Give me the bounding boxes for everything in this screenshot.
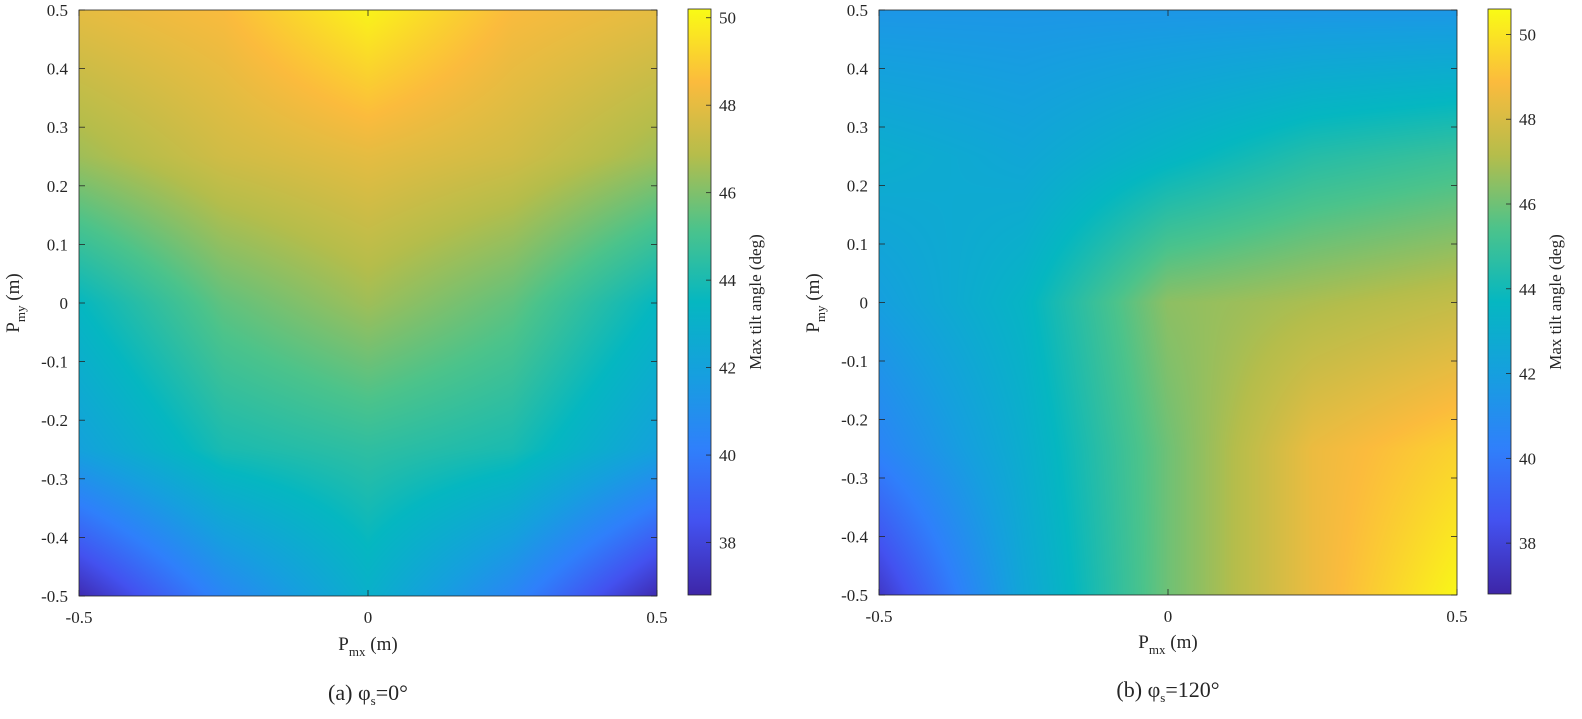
colorbar-tick-label: 46 [719,184,736,203]
y-tick-label: 0 [860,294,869,313]
y-axis-label-a: Pmy (m) [3,273,28,332]
colorbar-a [687,8,712,596]
colorbar-tick-label: 48 [719,96,736,115]
colorbar-tick-label: 46 [1519,195,1536,214]
colorbar-label-a: Max tilt angle (deg) [746,234,765,370]
y-tick-label: 0.1 [47,235,68,254]
y-tick-label: 0.3 [847,118,868,137]
y-tick-label: 0.5 [47,1,68,20]
x-tick-label: 0 [1164,607,1173,626]
x-axis-label-a: Pmx (m) [338,634,397,659]
y-ticks-b: -0.5 -0.4 -0.3 -0.2 -0.1 0 0.1 0.2 0.3 0.4 0.5 [841,1,1457,605]
y-tick-label: -0.5 [841,586,868,605]
y-tick-label: -0.3 [41,470,68,489]
colorbar-tick-label: 38 [1519,534,1536,553]
x-tick-label: -0.5 [66,608,93,627]
colorbar-tick-label: 50 [719,9,736,28]
y-tick-label: 0.2 [847,177,868,196]
caption-a: (a) φs=0° [328,680,408,708]
x-tick-label: 0 [364,608,373,627]
y-tick-label: 0.4 [47,60,69,79]
colorbar-tick-label: 40 [719,446,736,465]
panel-a: -0.5 -0.4 -0.3 -0.2 -0.1 0 0.1 0.2 0.3 0.4 0.5 -0.… [3,1,765,708]
y-tick-label: -0.3 [841,469,868,488]
x-ticks-a: -0.5 0 0.5 [66,10,668,627]
colorbar-tick-label: 44 [1519,280,1537,299]
panel-b: -0.5 -0.4 -0.3 -0.2 -0.1 0 0.1 0.2 0.3 0.4 0.5 -0.… [803,1,1565,705]
y-ticks-a: -0.5 -0.4 -0.3 -0.2 -0.1 0 0.1 0.2 0.3 0.4 0.5 [41,1,657,606]
x-axis-label-b: Pmx (m) [1138,632,1197,657]
y-axis-label-b: Pmy (m) [803,273,828,332]
heatmap-a [79,10,657,596]
colorbar-tick-label: 38 [719,534,736,553]
caption-b: (b) φs=120° [1116,677,1219,705]
heatmap-b-container [879,10,1457,595]
y-tick-label: -0.4 [41,528,68,547]
y-tick-label: 0.1 [847,235,868,254]
colorbar-tick-label: 44 [719,271,737,290]
colorbar-ticks-a: 38 40 42 44 46 48 50 [706,9,737,553]
y-tick-label: -0.1 [41,353,68,372]
x-ticks-b: -0.5 0 0.5 [866,10,1468,626]
colorbar-tick-label: 40 [1519,449,1536,468]
y-tick-label: 0.3 [47,118,68,137]
y-tick-label: -0.4 [841,528,868,547]
y-tick-label: -0.1 [841,352,868,371]
x-tick-label: 0.5 [1446,607,1467,626]
colorbar-tick-label: 48 [1519,110,1536,129]
heatmap-a-container [79,10,657,596]
y-tick-label: -0.2 [841,411,868,430]
y-tick-label: 0.2 [47,177,68,196]
colorbar-b [1487,8,1512,595]
heatmap-b [879,10,1457,595]
y-tick-label: 0.4 [847,60,869,79]
colorbar-label-b: Max tilt angle (deg) [1546,234,1565,370]
y-tick-label: -0.5 [41,587,68,606]
colorbar-tick-label: 50 [1519,25,1536,44]
y-tick-label: 0 [60,294,69,313]
colorbar-ticks-b: 38 40 42 44 46 48 50 [1506,25,1537,553]
x-tick-label: -0.5 [866,607,893,626]
colorbar-tick-label: 42 [719,359,736,378]
y-tick-label: 0.5 [847,1,868,20]
y-tick-label: -0.2 [41,411,68,430]
x-tick-label: 0.5 [646,608,667,627]
colorbar-tick-label: 42 [1519,365,1536,384]
